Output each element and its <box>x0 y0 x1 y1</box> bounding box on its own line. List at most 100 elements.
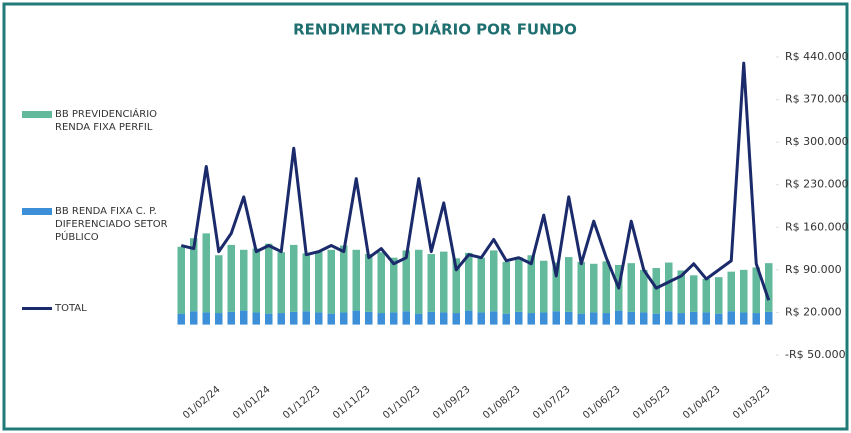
legend-entry: BB RENDA FIXA C. P. DIFERENCIADO SETOR P… <box>22 205 175 244</box>
bar <box>590 263 598 313</box>
bar <box>277 252 285 314</box>
x-tick-label: 01/03/23 <box>731 384 772 421</box>
bar <box>402 250 410 312</box>
bar <box>727 311 735 325</box>
bar <box>365 311 373 325</box>
bar <box>715 277 723 314</box>
bar <box>302 253 310 312</box>
x-tick-label: 01/02/24 <box>181 384 222 421</box>
bar <box>427 254 435 312</box>
bar <box>477 312 485 325</box>
x-tick-label: 01/08/23 <box>481 384 522 421</box>
bar <box>415 313 423 325</box>
bar <box>652 268 660 314</box>
legend-label: BB RENDA FIXA C. P. DIFERENCIADO SETOR P… <box>55 206 168 243</box>
bar <box>202 233 210 313</box>
bar <box>365 254 373 312</box>
bar <box>527 313 535 325</box>
bar <box>390 312 398 325</box>
bar <box>502 313 510 325</box>
bar <box>177 246 185 314</box>
bar <box>190 238 198 312</box>
bar <box>465 252 473 311</box>
y-tick-label: R$ 440.000 <box>785 50 849 63</box>
bar <box>402 311 410 325</box>
bar <box>627 311 635 325</box>
x-tick-label: 01/12/23 <box>281 384 322 421</box>
bar <box>565 257 573 312</box>
bar <box>415 249 423 314</box>
bar <box>377 313 385 325</box>
bar <box>602 261 610 314</box>
y-tick-label: R$ 370.000 <box>785 93 849 106</box>
bar <box>665 262 673 312</box>
legend-entry: TOTAL <box>22 302 175 315</box>
line <box>180 61 771 301</box>
bar <box>740 269 748 313</box>
y-tick-label: R$ 20.000 <box>785 305 842 318</box>
bar <box>452 313 460 325</box>
bar <box>615 310 623 325</box>
bar <box>390 257 398 313</box>
bar <box>227 311 235 325</box>
bar <box>340 245 348 313</box>
bar <box>490 311 498 325</box>
x-tick-label: 01/10/23 <box>381 384 422 421</box>
bar <box>440 312 448 325</box>
bar <box>465 310 473 325</box>
bar <box>377 252 385 314</box>
bar <box>677 313 685 325</box>
legend-label: BB PREVIDENCIÁRIO RENDA FIXA PERFIL <box>55 109 158 133</box>
bar <box>190 311 198 325</box>
x-tick-label: 01/05/23 <box>631 384 672 421</box>
bar <box>352 249 360 311</box>
bar <box>202 312 210 325</box>
bar <box>315 251 323 313</box>
bar <box>702 278 710 313</box>
x-tick-label: 01/06/23 <box>581 384 622 421</box>
bar <box>327 249 335 314</box>
bar <box>252 248 260 313</box>
y-tick-label: R$ 300.000 <box>785 135 849 148</box>
bar <box>302 311 310 325</box>
bar <box>290 244 298 312</box>
bar <box>527 255 535 314</box>
chart-title: RENDIMENTO DIÁRIO POR FUNDO <box>293 20 577 39</box>
bar <box>727 271 735 312</box>
bar <box>440 251 448 313</box>
bar <box>240 249 248 311</box>
legend-swatch <box>22 208 52 215</box>
bar <box>215 255 223 314</box>
bar <box>515 311 523 325</box>
x-tick-label: 01/07/23 <box>531 384 572 421</box>
bar <box>627 263 635 312</box>
bar <box>677 270 685 314</box>
bar <box>752 313 760 325</box>
legend-entry: BB PREVIDENCIÁRIO RENDA FIXA PERFIL <box>22 108 175 134</box>
bar <box>540 312 548 325</box>
bar <box>290 311 298 325</box>
bar <box>227 244 235 312</box>
bar <box>252 312 260 325</box>
bar <box>765 263 773 312</box>
y-tick-label: -R$ 50.000 <box>785 348 846 361</box>
bar <box>515 257 523 312</box>
bar <box>752 267 760 314</box>
bar <box>765 311 773 325</box>
bar <box>552 262 560 312</box>
bar <box>640 312 648 325</box>
bar <box>690 275 698 312</box>
bar <box>715 313 723 325</box>
x-tick-label: 01/09/23 <box>431 384 472 421</box>
bar <box>690 311 698 325</box>
y-tick-label: R$ 90.000 <box>785 263 842 276</box>
x-tick-label: 01/11/23 <box>331 384 372 421</box>
bar <box>215 313 223 325</box>
bar <box>177 313 185 325</box>
bar <box>540 260 548 313</box>
bar <box>502 261 510 314</box>
bar <box>490 250 498 312</box>
